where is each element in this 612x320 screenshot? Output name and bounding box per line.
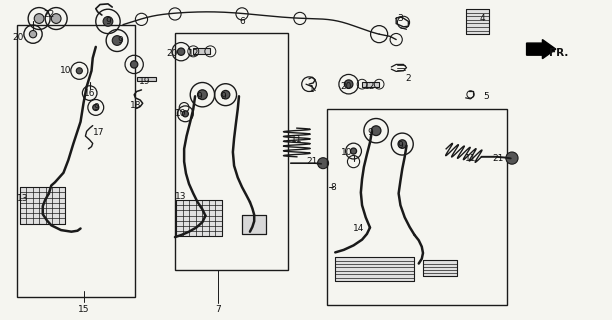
Text: 2: 2	[406, 74, 411, 83]
Text: 1: 1	[309, 85, 315, 94]
Text: 9: 9	[105, 17, 111, 26]
Circle shape	[103, 17, 113, 26]
Bar	[176, 200, 222, 236]
Text: FR.: FR.	[549, 48, 569, 58]
Text: 4: 4	[480, 14, 485, 23]
Text: 20: 20	[166, 49, 177, 58]
Text: 10: 10	[175, 109, 187, 118]
Text: 5: 5	[483, 92, 488, 101]
Text: 10: 10	[59, 66, 71, 75]
Text: 11: 11	[465, 154, 476, 163]
Text: 20: 20	[13, 33, 24, 42]
Text: 21: 21	[307, 157, 318, 166]
Bar	[193, 49, 211, 54]
Text: 12: 12	[364, 82, 376, 91]
Text: 12: 12	[188, 49, 199, 58]
Text: 21: 21	[492, 154, 504, 163]
Text: 15: 15	[78, 305, 89, 314]
Circle shape	[318, 158, 329, 169]
Text: 18: 18	[130, 101, 141, 110]
Circle shape	[29, 30, 37, 38]
Text: 9: 9	[93, 103, 99, 112]
Circle shape	[130, 61, 138, 68]
Text: 17: 17	[93, 128, 105, 137]
Circle shape	[351, 148, 357, 154]
Text: 9: 9	[118, 36, 123, 45]
Bar	[423, 260, 457, 276]
Circle shape	[182, 111, 188, 117]
Bar	[335, 257, 414, 281]
Bar	[136, 77, 156, 81]
Text: 9: 9	[196, 92, 202, 101]
Circle shape	[198, 90, 207, 100]
Bar	[175, 33, 288, 270]
Text: 11: 11	[291, 135, 302, 144]
Text: 14: 14	[353, 224, 364, 233]
Circle shape	[34, 14, 44, 23]
Circle shape	[398, 140, 406, 148]
Text: 6: 6	[239, 17, 245, 26]
Bar	[242, 215, 266, 234]
Text: 9: 9	[367, 128, 373, 137]
Circle shape	[76, 68, 83, 74]
Circle shape	[51, 14, 61, 23]
Circle shape	[112, 36, 122, 45]
Bar	[327, 109, 507, 305]
Bar	[17, 25, 135, 297]
Bar	[362, 82, 379, 87]
Text: 8: 8	[330, 183, 337, 192]
Text: 9: 9	[221, 92, 226, 101]
Text: 13: 13	[17, 194, 28, 203]
FancyArrow shape	[526, 40, 556, 59]
Circle shape	[345, 80, 353, 88]
Text: 13: 13	[175, 192, 187, 201]
Bar	[466, 9, 489, 34]
Circle shape	[222, 91, 230, 99]
Circle shape	[506, 152, 518, 164]
Text: 10: 10	[341, 148, 353, 156]
Circle shape	[371, 126, 381, 136]
Circle shape	[93, 104, 99, 110]
Text: 20: 20	[340, 82, 351, 91]
Circle shape	[177, 48, 185, 55]
Text: 3: 3	[398, 14, 403, 23]
Text: 9: 9	[398, 141, 403, 150]
Bar	[20, 187, 65, 224]
Text: 7: 7	[215, 305, 220, 314]
Text: 19: 19	[139, 77, 151, 86]
Text: 16: 16	[84, 89, 95, 98]
Text: 22: 22	[43, 10, 54, 19]
